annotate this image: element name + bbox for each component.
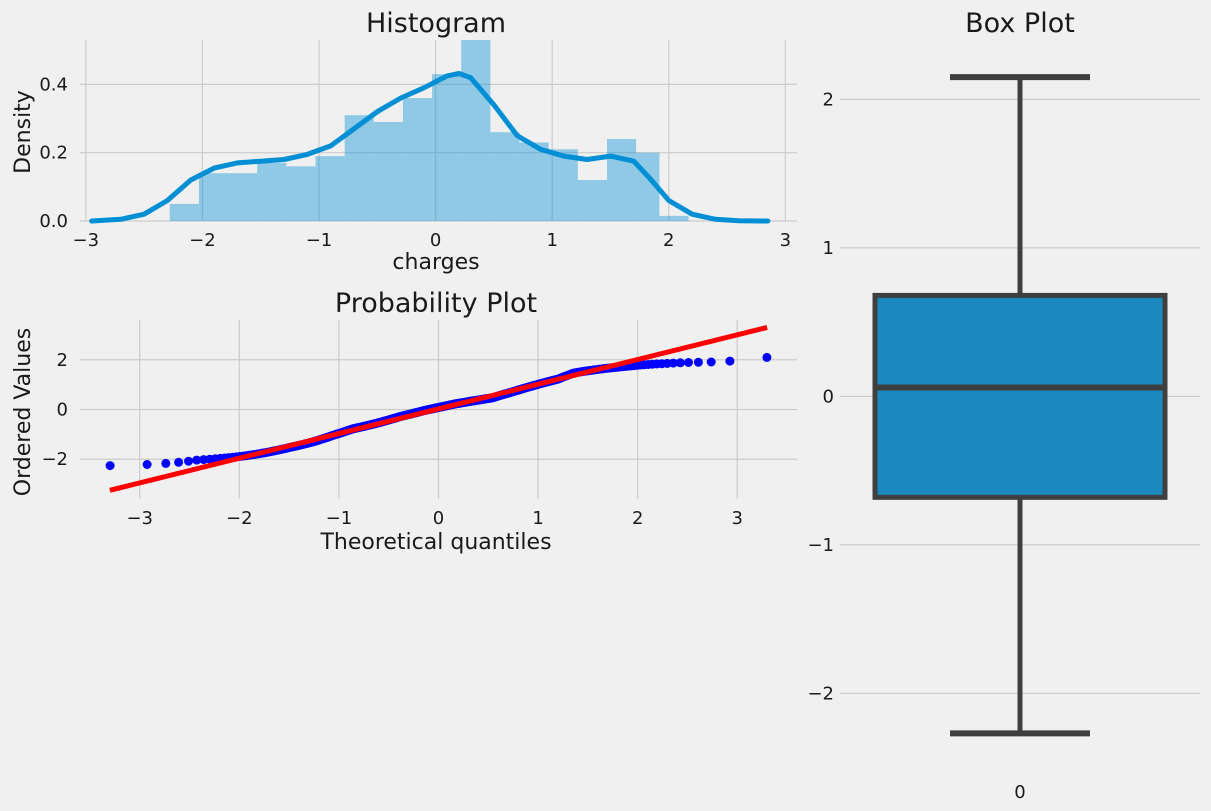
histogram-x-tick-label: 1 [546,230,557,251]
box-plot-y-tick-label: 1 [823,238,834,259]
probability-plot-x-tick-label: 1 [532,508,543,529]
histogram-x-tick-label: −2 [189,230,216,251]
histogram-title: Histogram [366,8,506,39]
histogram-bar [198,173,258,221]
probability-plot-point [174,457,184,467]
histogram-bar [432,74,462,221]
probability-plot-y-tick-label: 0 [57,400,68,421]
probability-plot-x-tick-label: 0 [433,508,444,529]
probability-plot-title: Probability Plot [335,288,537,319]
probability-plot-x-tick-label: 3 [732,508,743,529]
probability-plot-fit-line [109,325,768,493]
histogram-kde-line [89,71,771,224]
probability-plot-x-tick-label: −1 [326,508,353,529]
histogram-x-tick-label: 2 [663,230,674,251]
probability-plot-point [105,461,115,471]
histogram-bar [373,121,403,221]
box-plot-category-label: 0 [1014,782,1025,803]
box-plot-chart: −2 −1 0 1 2 Box Plot 0 [807,8,1200,803]
histogram-y-tick-label: 0.0 [39,211,68,232]
box-plot-box [872,292,1168,500]
probability-plot-y-tick-label: 2 [57,350,68,371]
histogram-x-tick-label: −3 [73,230,100,251]
box-plot-title: Box Plot [965,8,1075,39]
histogram-bar [659,215,689,221]
box-plot-y-tick-label: 2 [823,89,834,110]
box-plot-y-tick-label: 0 [823,386,834,407]
histogram-bar [169,203,199,221]
probability-plot-point [762,352,772,362]
probability-plot-y-label: Ordered Values [11,328,36,496]
histogram-bar [548,149,578,221]
probability-plot-chart: −3 −2 −1 0 1 2 3 −2 0 2 Probability Plot Theoreti… [11,288,797,555]
probability-plot-point [142,460,152,469]
box-plot-y-tick-label: −2 [807,683,834,704]
histogram-y-label: Density [11,90,36,174]
histogram-bar [519,142,549,221]
histogram-bar [286,166,316,221]
probability-plot-point [675,358,685,368]
probability-plot-point [161,458,171,468]
probability-plot-point [706,357,716,367]
histogram-chart: −3 −2 −1 0 1 2 3 0.0 0.2 0.4 Histogram charges De… [11,8,797,275]
probability-plot-x-label: Theoretical quantiles [319,530,551,555]
histogram-bar [577,180,607,221]
histogram-y-tick-label: 0.2 [39,143,68,164]
histogram-bar [257,162,287,221]
histogram-x-tick-label: −1 [306,230,333,251]
box-plot-y-tick-label: −1 [807,535,834,556]
probability-plot-x-tick-label: −3 [126,508,153,529]
histogram-bar [490,132,520,221]
probability-plot-point [184,456,193,466]
histogram-bar [606,139,637,221]
probability-plot-point [693,357,703,367]
probability-plot-x-tick-label: 2 [632,508,643,529]
histogram-x-tick-label: 3 [780,230,791,251]
histogram-x-label: charges [392,250,479,275]
probability-plot-point [192,455,202,465]
probability-plot-point [668,358,678,368]
probability-plot-point [684,358,693,367]
histogram-bar [461,40,491,221]
histogram-x-tick-label: 0 [430,230,441,251]
probability-plot-point [725,356,735,366]
histogram-bar [402,98,433,221]
probability-plot-x-tick-label: −2 [226,508,253,529]
histogram-bar [315,156,345,221]
probability-plot-y-tick-label: −2 [41,449,68,470]
histogram-y-tick-label: 0.4 [39,74,68,95]
